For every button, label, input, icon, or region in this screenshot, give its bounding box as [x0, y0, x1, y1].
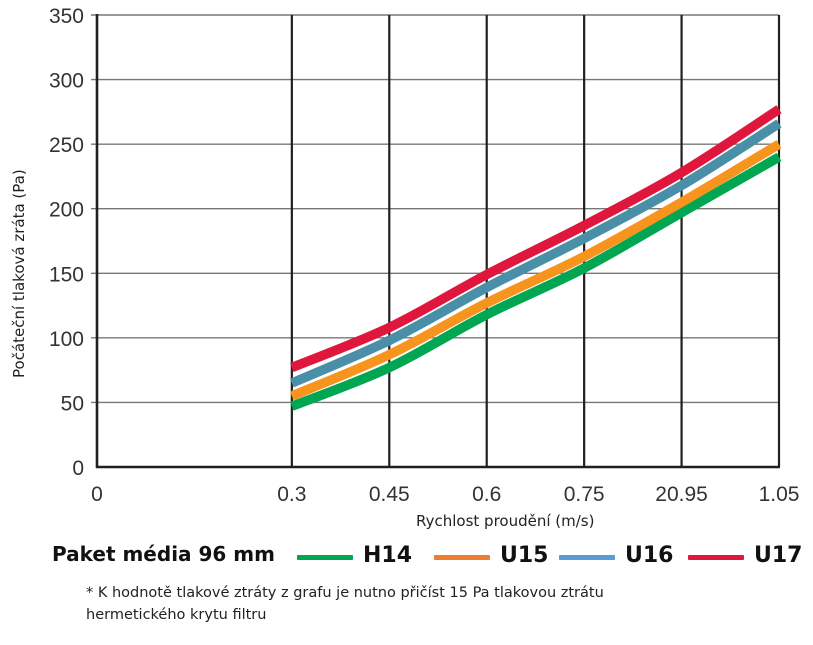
- legend-label-u17: U17: [754, 543, 803, 568]
- x-tick-labels: 0 0.3 0.45 0.6 0.75 20.95 1.05: [91, 483, 799, 506]
- y-tick-label: 200: [49, 199, 84, 222]
- legend-label-u16: U16: [625, 543, 674, 568]
- x-axis-label: Rychlost proudění (m/s): [416, 512, 595, 530]
- series-line-h14: [290, 152, 782, 411]
- series-line-u16: [289, 119, 782, 388]
- footnote-line-1: * K hodnotě tlakové ztráty z grafu je nu…: [86, 585, 604, 601]
- legend-swatch-u16: [559, 555, 615, 560]
- y-tick-label: 350: [49, 5, 84, 28]
- series-line-u15: [290, 140, 782, 401]
- horizontal-gridlines: [91, 14, 779, 404]
- y-axis-label: Počáteční tlaková zráta (Pa): [10, 169, 28, 378]
- vertical-gridlines: [290, 15, 781, 467]
- x-tick-label: 0.6: [472, 483, 501, 506]
- axes: [95, 14, 780, 469]
- y-tick-label: 150: [49, 263, 84, 286]
- x-tick-label: 0.45: [369, 483, 410, 506]
- pressure-drop-chart: 0 50 100 150 200 250 300 350 0 0.3 0.45 0.6 0.75 20.…: [10, 5, 799, 506]
- series-line-u17: [290, 105, 782, 372]
- x-tick-label: 0.3: [277, 483, 306, 506]
- y-tick-label: 300: [49, 70, 84, 93]
- x-tick-label: 0: [91, 483, 103, 506]
- y-tick-label: 250: [49, 134, 84, 157]
- x-tick-label: 1.05: [759, 483, 800, 506]
- footnote: * K hodnotě tlakové ztráty z grafu je nu…: [86, 582, 786, 626]
- y-tick-label: 100: [49, 328, 84, 351]
- y-tick-label: 50: [61, 392, 84, 415]
- series-lines: [289, 105, 782, 411]
- footnote-line-2: hermetického krytu filtru: [86, 607, 267, 623]
- legend-swatch-u17: [688, 555, 744, 560]
- y-tick-labels: 0 50 100 150 200 250 300 350: [49, 5, 84, 480]
- legend: Paket média 96 mm H14 U15 U16 U17: [52, 540, 812, 574]
- legend-label-h14: H14: [363, 543, 413, 568]
- legend-title: Paket média 96 mm: [52, 542, 275, 566]
- y-tick-label: 0: [72, 457, 84, 480]
- legend-swatch-h14: [297, 555, 353, 560]
- x-tick-label: 0.75: [564, 483, 605, 506]
- legend-label-u15: U15: [500, 543, 549, 568]
- x-tick-label: 20.95: [655, 483, 708, 506]
- legend-swatch-u15: [434, 555, 490, 560]
